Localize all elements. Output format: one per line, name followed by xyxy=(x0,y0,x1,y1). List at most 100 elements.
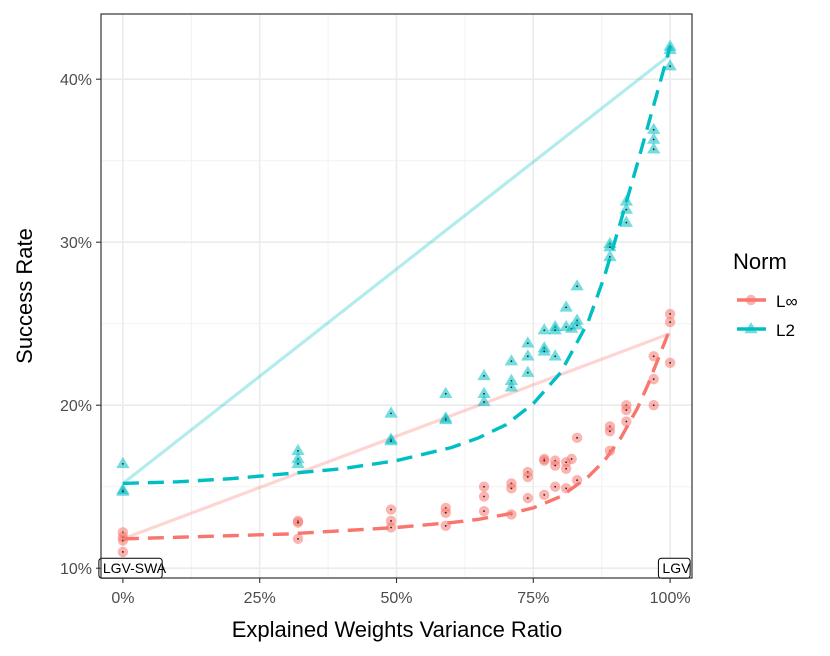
point-center-l2 xyxy=(297,462,299,465)
point-l2 xyxy=(647,122,661,134)
point-center-l2 xyxy=(576,324,578,327)
legend-label-l2: L2 xyxy=(776,321,795,340)
point-center-linf xyxy=(526,476,529,478)
legend-key-l2 xyxy=(737,322,766,334)
point-center-l2 xyxy=(669,65,672,68)
point-center-linf xyxy=(390,520,392,522)
legend-key-linf xyxy=(737,294,766,306)
point-l2 xyxy=(647,132,661,144)
point-l2 xyxy=(439,386,453,399)
point-l2 xyxy=(548,323,562,335)
point-center-linf xyxy=(483,510,485,513)
point-center-linf xyxy=(565,461,568,464)
y-axis-title: Success Rate xyxy=(12,228,37,364)
legend-marker xyxy=(745,294,757,306)
point-center-linf xyxy=(576,436,578,439)
legend-label-linf: L∞ xyxy=(776,292,798,311)
point-center-l2 xyxy=(121,462,124,465)
point-l2 xyxy=(521,365,535,377)
point-center-linf xyxy=(297,521,299,524)
legend-marker xyxy=(744,322,758,334)
annotation-lgv-swa: LGV-SWA xyxy=(98,557,167,579)
point-center-l2 xyxy=(554,329,557,332)
point-center-l2 xyxy=(652,148,655,151)
point-l2 xyxy=(647,142,661,154)
point-center-l2 xyxy=(576,285,578,288)
point-center-l2 xyxy=(390,412,392,415)
point-l2 xyxy=(291,443,305,456)
point-center-l2 xyxy=(609,246,611,248)
point-l2 xyxy=(504,373,519,385)
point-l2 xyxy=(570,279,584,291)
point-center-l2 xyxy=(444,392,447,395)
x-tick-label: 0% xyxy=(111,590,134,607)
point-l2 xyxy=(564,321,579,333)
point-l2 xyxy=(116,456,130,469)
point-center-linf xyxy=(609,430,611,433)
point-center-l2 xyxy=(510,360,513,363)
point-center-linf xyxy=(390,526,392,529)
fit-curves xyxy=(122,46,672,541)
x-axis-title: Explained Weights Variance Ratio xyxy=(232,617,563,642)
point-center-linf xyxy=(444,511,447,514)
data-points xyxy=(116,39,677,558)
point-center-l2 xyxy=(543,350,546,353)
x-tick-label: 100% xyxy=(650,590,691,607)
point-center-linf xyxy=(483,495,485,498)
annotations: LGV-SWA LGV xyxy=(98,557,691,579)
point-center-l2 xyxy=(526,355,529,358)
point-l2 xyxy=(384,406,398,418)
point-center-linf xyxy=(543,493,546,496)
point-center-linf xyxy=(625,409,628,412)
point-l2 xyxy=(521,336,535,348)
point-center-l2 xyxy=(526,342,529,345)
point-l2 xyxy=(116,484,130,496)
point-l2 xyxy=(384,434,398,446)
point-center-l2 xyxy=(554,355,557,358)
point-l2 xyxy=(603,249,617,262)
point-l2 xyxy=(559,300,573,312)
point-center-l2 xyxy=(543,329,546,332)
legend: Norm L∞ L2 xyxy=(733,249,798,340)
point-l2 xyxy=(521,349,535,361)
point-center-linf xyxy=(565,487,568,490)
fit-curve-linf xyxy=(122,327,672,541)
point-l2 xyxy=(504,380,519,392)
y-tick-label: 30% xyxy=(60,235,92,252)
point-center-linf xyxy=(565,467,568,470)
point-center-linf xyxy=(483,485,485,488)
point-l2 xyxy=(291,456,305,469)
point-center-linf xyxy=(390,508,392,511)
point-center-l2 xyxy=(652,138,655,141)
point-center-linf xyxy=(510,487,513,490)
y-tick-label: 20% xyxy=(60,398,92,415)
point-center-l2 xyxy=(625,208,628,211)
point-center-linf xyxy=(576,479,578,482)
grid xyxy=(101,14,692,578)
point-center-linf xyxy=(543,459,546,462)
point-l2 xyxy=(619,215,633,227)
y-tick-label: 40% xyxy=(60,72,92,89)
trend-line-linf xyxy=(122,331,671,541)
x-tick-label: 50% xyxy=(380,590,412,607)
point-l2 xyxy=(537,323,551,335)
x-tick-label: 75% xyxy=(517,590,549,607)
point-l2 xyxy=(477,394,491,407)
point-center-linf xyxy=(526,497,529,500)
annotation-label: LGV-SWA xyxy=(103,560,167,576)
point-l2 xyxy=(537,344,551,356)
point-center-l2 xyxy=(609,255,611,258)
point-center-l2 xyxy=(297,449,299,452)
point-center-l2 xyxy=(483,401,485,403)
point-center-l2 xyxy=(565,326,568,328)
trend-lines xyxy=(121,53,672,541)
point-center-linf xyxy=(652,404,655,407)
annotation-lgv: LGV xyxy=(657,557,691,579)
point-center-l2 xyxy=(510,386,513,389)
y-tick-label: 10% xyxy=(60,561,92,578)
point-center-linf xyxy=(121,551,124,553)
point-center-l2 xyxy=(652,128,655,131)
legend-title: Norm xyxy=(733,249,787,274)
point-center-linf xyxy=(554,464,557,467)
annotation-label: LGV xyxy=(662,560,691,576)
